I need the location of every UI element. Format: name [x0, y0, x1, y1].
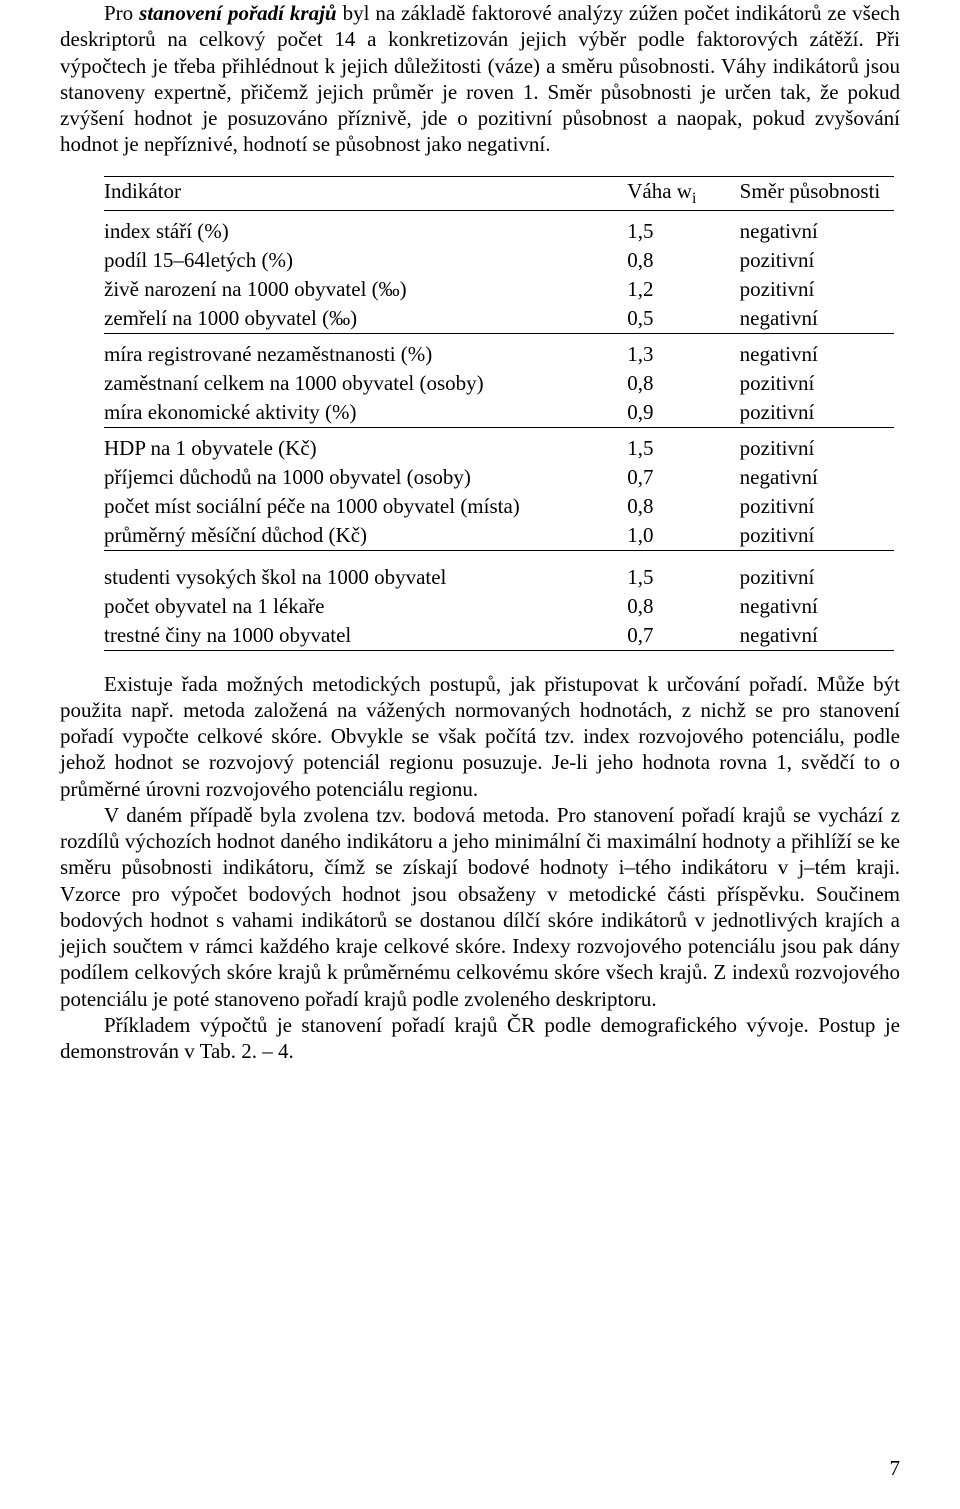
indicator-table-wrap: Indikátor Váha wi Směr působnosti index …	[104, 176, 894, 651]
cell-dir: pozitivní	[732, 434, 894, 463]
table-row: index stáří (%)1,5negativní	[104, 217, 894, 246]
page-number: 7	[890, 1456, 901, 1481]
th-weight-label: Váha w	[627, 179, 692, 203]
cell-dir: pozitivní	[732, 492, 894, 521]
cell-ind: počet obyvatel na 1 lékaře	[104, 592, 619, 621]
th-weight: Váha wi	[619, 176, 731, 210]
cell-w: 1,0	[619, 521, 731, 551]
para1-bold: stanovení pořadí krajů	[139, 1, 336, 25]
cell-w: 0,8	[619, 246, 731, 275]
cell-dir: negativní	[732, 592, 894, 621]
cell-dir: pozitivní	[732, 246, 894, 275]
cell-w: 1,3	[619, 340, 731, 369]
cell-w: 0,8	[619, 492, 731, 521]
table-row: zaměstnaní celkem na 1000 obyvatel (osob…	[104, 369, 894, 398]
cell-ind: studenti vysokých škol na 1000 obyvatel	[104, 563, 619, 592]
th-direction: Směr působnosti	[732, 176, 894, 210]
table-row: průměrný měsíční důchod (Kč)1,0pozitivní	[104, 521, 894, 551]
cell-w: 1,2	[619, 275, 731, 304]
cell-ind: míra ekonomické aktivity (%)	[104, 398, 619, 428]
document-page: Pro stanovení pořadí krajů byl na základ…	[0, 0, 960, 1509]
paragraph-3: V daném případě byla zvolena tzv. bodová…	[60, 802, 900, 1012]
table-row: počet míst sociální péče na 1000 obyvate…	[104, 492, 894, 521]
table-row: míra registrované nezaměstnanosti (%)1,3…	[104, 340, 894, 369]
cell-ind: příjemci důchodů na 1000 obyvatel (osoby…	[104, 463, 619, 492]
cell-dir: pozitivní	[732, 275, 894, 304]
cell-w: 1,5	[619, 563, 731, 592]
th-indicator: Indikátor	[104, 176, 619, 210]
cell-w: 0,8	[619, 369, 731, 398]
cell-ind: průměrný měsíční důchod (Kč)	[104, 521, 619, 551]
cell-dir: pozitivní	[732, 521, 894, 551]
cell-ind: trestné činy na 1000 obyvatel	[104, 621, 619, 651]
cell-ind: míra registrované nezaměstnanosti (%)	[104, 340, 619, 369]
cell-ind: zemřelí na 1000 obyvatel (‰)	[104, 304, 619, 334]
cell-dir: negativní	[732, 340, 894, 369]
table-row: příjemci důchodů na 1000 obyvatel (osoby…	[104, 463, 894, 492]
cell-w: 0,7	[619, 621, 731, 651]
cell-ind: zaměstnaní celkem na 1000 obyvatel (osob…	[104, 369, 619, 398]
paragraph-1: Pro stanovení pořadí krajů byl na základ…	[60, 0, 900, 158]
table-row: živě narození na 1000 obyvatel (‰)1,2poz…	[104, 275, 894, 304]
table-header-row: Indikátor Váha wi Směr působnosti	[104, 176, 894, 210]
cell-w: 0,9	[619, 398, 731, 428]
cell-dir: pozitivní	[732, 563, 894, 592]
cell-ind: počet míst sociální péče na 1000 obyvate…	[104, 492, 619, 521]
table-row: studenti vysokých škol na 1000 obyvatel1…	[104, 563, 894, 592]
cell-ind: HDP na 1 obyvatele (Kč)	[104, 434, 619, 463]
cell-ind: index stáří (%)	[104, 217, 619, 246]
cell-w: 0,5	[619, 304, 731, 334]
cell-w: 1,5	[619, 217, 731, 246]
paragraph-4: Příkladem výpočtů je stanovení pořadí kr…	[60, 1012, 900, 1065]
th-weight-sub: i	[692, 190, 696, 207]
table-row: podíl 15–64letých (%)0,8pozitivní	[104, 246, 894, 275]
cell-ind: živě narození na 1000 obyvatel (‰)	[104, 275, 619, 304]
cell-dir: negativní	[732, 217, 894, 246]
cell-dir: negativní	[732, 463, 894, 492]
paragraph-2: Existuje řada možných metodických postup…	[60, 671, 900, 802]
cell-w: 0,8	[619, 592, 731, 621]
table-row: HDP na 1 obyvatele (Kč)1,5pozitivní	[104, 434, 894, 463]
cell-ind: podíl 15–64letých (%)	[104, 246, 619, 275]
cell-dir: negativní	[732, 621, 894, 651]
table-row: počet obyvatel na 1 lékaře0,8negativní	[104, 592, 894, 621]
table-row: míra ekonomické aktivity (%)0,9pozitivní	[104, 398, 894, 428]
indicator-table: Indikátor Váha wi Směr působnosti index …	[104, 176, 894, 651]
cell-w: 0,7	[619, 463, 731, 492]
cell-dir: negativní	[732, 304, 894, 334]
para1-lead: Pro	[104, 1, 139, 25]
cell-dir: pozitivní	[732, 398, 894, 428]
cell-dir: pozitivní	[732, 369, 894, 398]
cell-w: 1,5	[619, 434, 731, 463]
table-row: zemřelí na 1000 obyvatel (‰)0,5negativní	[104, 304, 894, 334]
table-row: trestné činy na 1000 obyvatel0,7negativn…	[104, 621, 894, 651]
